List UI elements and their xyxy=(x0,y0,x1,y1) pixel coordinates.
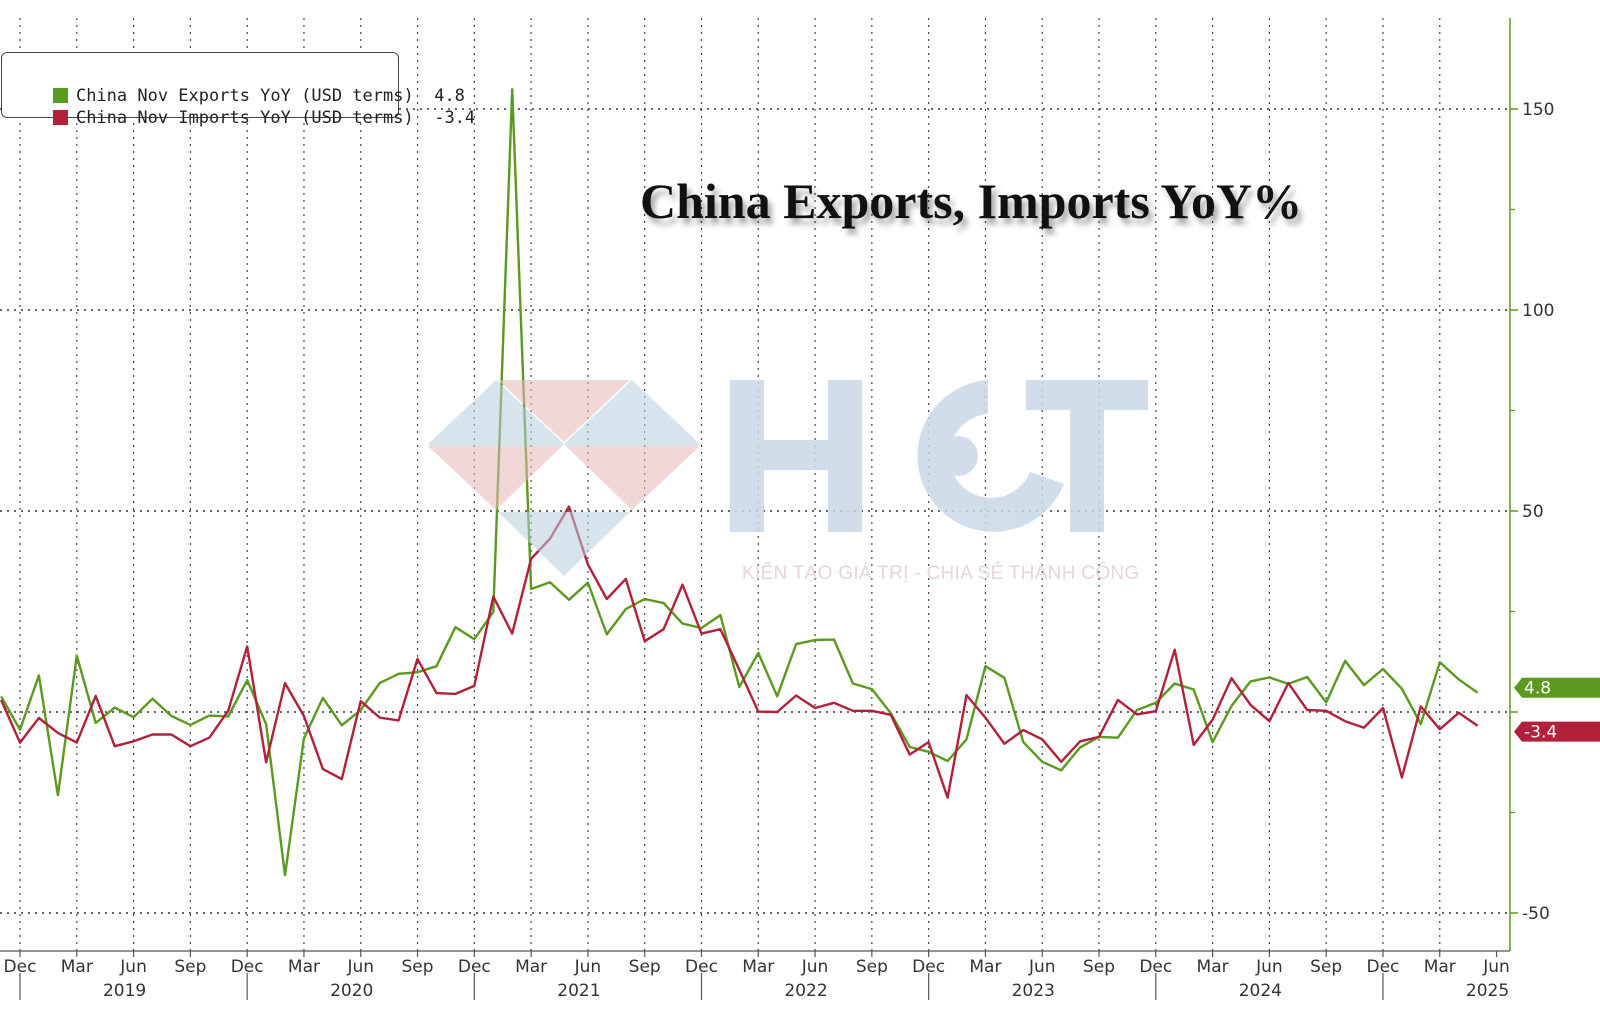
x-tick-label: Dec xyxy=(458,957,491,977)
legend-value-imports: -3.4 xyxy=(434,108,476,128)
x-tick-label: Sep xyxy=(856,957,888,977)
hct-watermark-logo xyxy=(428,380,1148,576)
watermark-tagline: KIẾN TẠO GIÁ TRỊ - CHIA SẺ THÀNH CÔNG xyxy=(742,563,1140,584)
x-tick-label: Sep xyxy=(1083,957,1115,977)
x-year-label: 2019 xyxy=(103,981,146,1001)
x-tick-label: Jun xyxy=(119,957,147,977)
gridlines xyxy=(0,18,1510,951)
x-tick-label: Jun xyxy=(801,957,829,977)
imports-series-line xyxy=(0,505,1479,799)
legend-swatch-imports xyxy=(52,110,68,125)
x-tick-label: Dec xyxy=(685,957,718,977)
legend-value-exports: 4.8 xyxy=(434,86,465,106)
series-layer xyxy=(0,88,1479,877)
legend-entry-imports: China Nov Imports YoY (USD terms) -3.4 xyxy=(12,85,475,128)
x-tick-label: Jun xyxy=(1482,957,1510,977)
x-year-label: 2020 xyxy=(330,981,373,1001)
x-tick-label: Sep xyxy=(174,957,206,977)
x-tick-label: Mar xyxy=(742,957,774,977)
x-tick-label: Jun xyxy=(1028,957,1056,977)
x-tick-label: Mar xyxy=(288,957,320,977)
x-year-label: 2023 xyxy=(1012,981,1055,1001)
x-year-label: 2024 xyxy=(1239,981,1282,1001)
x-tick-label: Mar xyxy=(969,957,1001,977)
x-tick-label: Sep xyxy=(402,957,434,977)
x-year-label: 2021 xyxy=(557,981,600,1001)
imports-value-tag-label: -3.4 xyxy=(1524,723,1557,743)
exports-value-tag-label: 4.8 xyxy=(1524,679,1551,699)
y-tick-label: 150 xyxy=(1522,100,1554,120)
legend-swatch-exports xyxy=(52,88,68,103)
x-tick-label: Sep xyxy=(1310,957,1342,977)
last-value-tags: 4.8 -3.4 xyxy=(1514,677,1600,743)
x-tick-label: Jun xyxy=(1255,957,1283,977)
y-tick-label: -50 xyxy=(1522,904,1550,924)
x-tick-label: Mar xyxy=(1197,957,1229,977)
x-year-label: 2025 xyxy=(1466,981,1509,1001)
x-tick-label: Mar xyxy=(61,957,93,977)
y-tick-label: 50 xyxy=(1522,502,1544,522)
x-tick-label: Jun xyxy=(574,957,602,977)
legend-entry-exports: China Nov Exports YoY (USD terms) 4.8 xyxy=(12,63,465,106)
imports-value-tag xyxy=(1514,721,1600,742)
exports-value-tag xyxy=(1514,677,1600,698)
legend: China Nov Exports YoY (USD terms) 4.8 Ch… xyxy=(1,52,475,128)
x-tick-label: Sep xyxy=(629,957,661,977)
axes: -50 50 100 150 Dec Mar Jun Sep Dec Mar Jun Sep Dec Ma… xyxy=(0,18,1554,1001)
x-tick-label: Dec xyxy=(912,957,945,977)
x-tick-label: Dec xyxy=(1367,957,1400,977)
x-year-label: 2022 xyxy=(784,981,827,1001)
legend-label-imports: China Nov Imports YoY (USD terms) xyxy=(75,108,414,128)
x-tick-label: Jun xyxy=(346,957,374,977)
x-tick-label: Dec xyxy=(1139,957,1172,977)
legend-label-exports: China Nov Exports YoY (USD terms) xyxy=(75,86,414,106)
x-tick-label: Mar xyxy=(1424,957,1456,977)
x-tick-label: Mar xyxy=(515,957,547,977)
x-tick-label: Dec xyxy=(231,957,264,977)
exports-series-line xyxy=(0,88,1479,877)
chart-title: China Exports, Imports YoY% xyxy=(640,173,1303,229)
x-tick-label: Dec xyxy=(4,957,37,977)
y-tick-label: 100 xyxy=(1522,301,1554,321)
